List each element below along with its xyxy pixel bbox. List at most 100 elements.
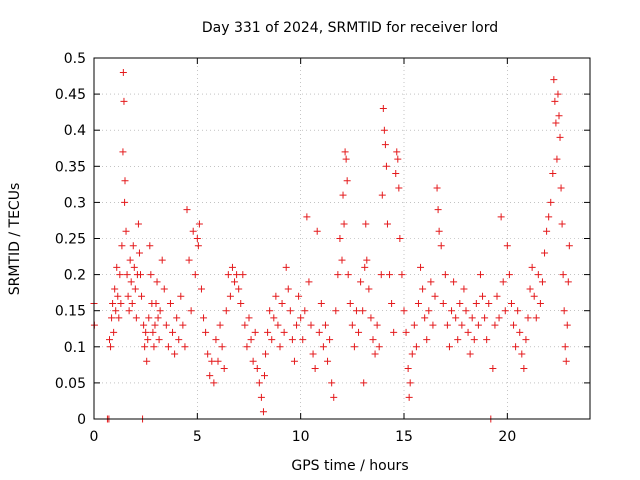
- data-point: [177, 292, 185, 300]
- data-point: [321, 321, 329, 329]
- data-point: [545, 213, 553, 221]
- data-point: [129, 242, 137, 250]
- data-point: [251, 328, 259, 336]
- data-point: [369, 336, 377, 344]
- data-point: [564, 278, 572, 286]
- data-point: [270, 314, 278, 322]
- data-point: [255, 379, 263, 387]
- data-point: [202, 328, 210, 336]
- data-point: [193, 235, 201, 242]
- data-point: [266, 307, 274, 315]
- data-point: [119, 68, 127, 76]
- data-point: [514, 307, 522, 315]
- data-point: [110, 328, 118, 336]
- data-point: [142, 328, 150, 336]
- data-point: [173, 314, 181, 322]
- data-point: [112, 307, 120, 315]
- data-point: [233, 271, 241, 279]
- data-point: [257, 393, 265, 401]
- data-point: [134, 220, 142, 228]
- data-point: [417, 263, 425, 271]
- data-point: [338, 256, 346, 264]
- data-point: [125, 307, 133, 315]
- data-point: [350, 343, 358, 351]
- data-point: [362, 220, 370, 228]
- data-point: [383, 220, 391, 228]
- data-point: [145, 314, 153, 322]
- data-point: [179, 321, 187, 329]
- data-point: [563, 321, 571, 329]
- data-point: [123, 271, 131, 279]
- data-point: [560, 307, 568, 315]
- data-point: [562, 357, 570, 365]
- data-point: [330, 393, 338, 401]
- data-point: [282, 263, 290, 271]
- data-point: [116, 271, 124, 279]
- data-point: [152, 299, 160, 307]
- x-axis-label: GPS time / hours: [291, 458, 408, 474]
- data-point: [262, 350, 270, 358]
- data-point: [121, 198, 129, 206]
- data-point: [341, 148, 349, 156]
- data-point: [497, 213, 505, 221]
- data-point: [153, 278, 161, 286]
- data-point: [124, 292, 132, 300]
- data-point: [114, 292, 122, 300]
- data-point: [169, 328, 177, 336]
- data-point: [286, 307, 294, 315]
- data-point: [556, 133, 564, 141]
- data-point: [326, 336, 334, 344]
- data-point: [235, 285, 243, 293]
- data-point: [495, 314, 503, 322]
- data-point: [434, 206, 442, 214]
- y-tick-label: 0.15: [55, 304, 86, 320]
- data-point: [348, 321, 356, 329]
- data-point: [284, 285, 292, 293]
- data-point: [554, 90, 562, 98]
- data-point: [118, 242, 126, 250]
- data-point: [195, 220, 203, 228]
- data-point: [522, 336, 530, 344]
- data-point: [239, 271, 247, 279]
- data-point: [113, 263, 121, 271]
- data-point: [536, 299, 544, 307]
- data-point: [394, 155, 402, 163]
- data-point: [303, 213, 311, 221]
- x-tick-label: 15: [395, 429, 413, 445]
- data-point: [359, 307, 367, 315]
- data-point: [412, 343, 420, 351]
- data-point: [127, 278, 135, 286]
- data-point: [150, 343, 158, 351]
- data-point: [324, 357, 332, 365]
- data-point: [555, 112, 563, 120]
- data-point: [132, 314, 140, 322]
- data-point: [450, 278, 458, 286]
- data-point: [319, 343, 327, 351]
- data-point: [499, 278, 507, 286]
- data-point: [317, 299, 325, 307]
- data-point: [552, 119, 560, 127]
- data-point: [483, 336, 491, 344]
- data-point: [380, 126, 388, 134]
- data-point: [510, 321, 518, 329]
- data-point: [565, 242, 573, 250]
- data-point: [435, 227, 443, 235]
- data-point: [476, 271, 484, 279]
- data-point: [429, 321, 437, 329]
- data-point: [398, 271, 406, 279]
- data-point: [512, 343, 520, 351]
- data-point: [481, 314, 489, 322]
- data-point: [336, 235, 344, 242]
- data-point: [268, 336, 276, 344]
- y-tick-label: 0.05: [55, 376, 86, 392]
- data-point: [189, 227, 197, 235]
- data-point: [393, 148, 401, 156]
- data-point: [278, 299, 286, 307]
- y-tick-label: 0.25: [55, 232, 86, 248]
- data-point: [375, 343, 383, 351]
- data-point: [340, 220, 348, 228]
- data-point: [460, 285, 468, 293]
- data-point: [346, 299, 354, 307]
- data-point: [344, 271, 352, 279]
- data-point: [332, 307, 340, 315]
